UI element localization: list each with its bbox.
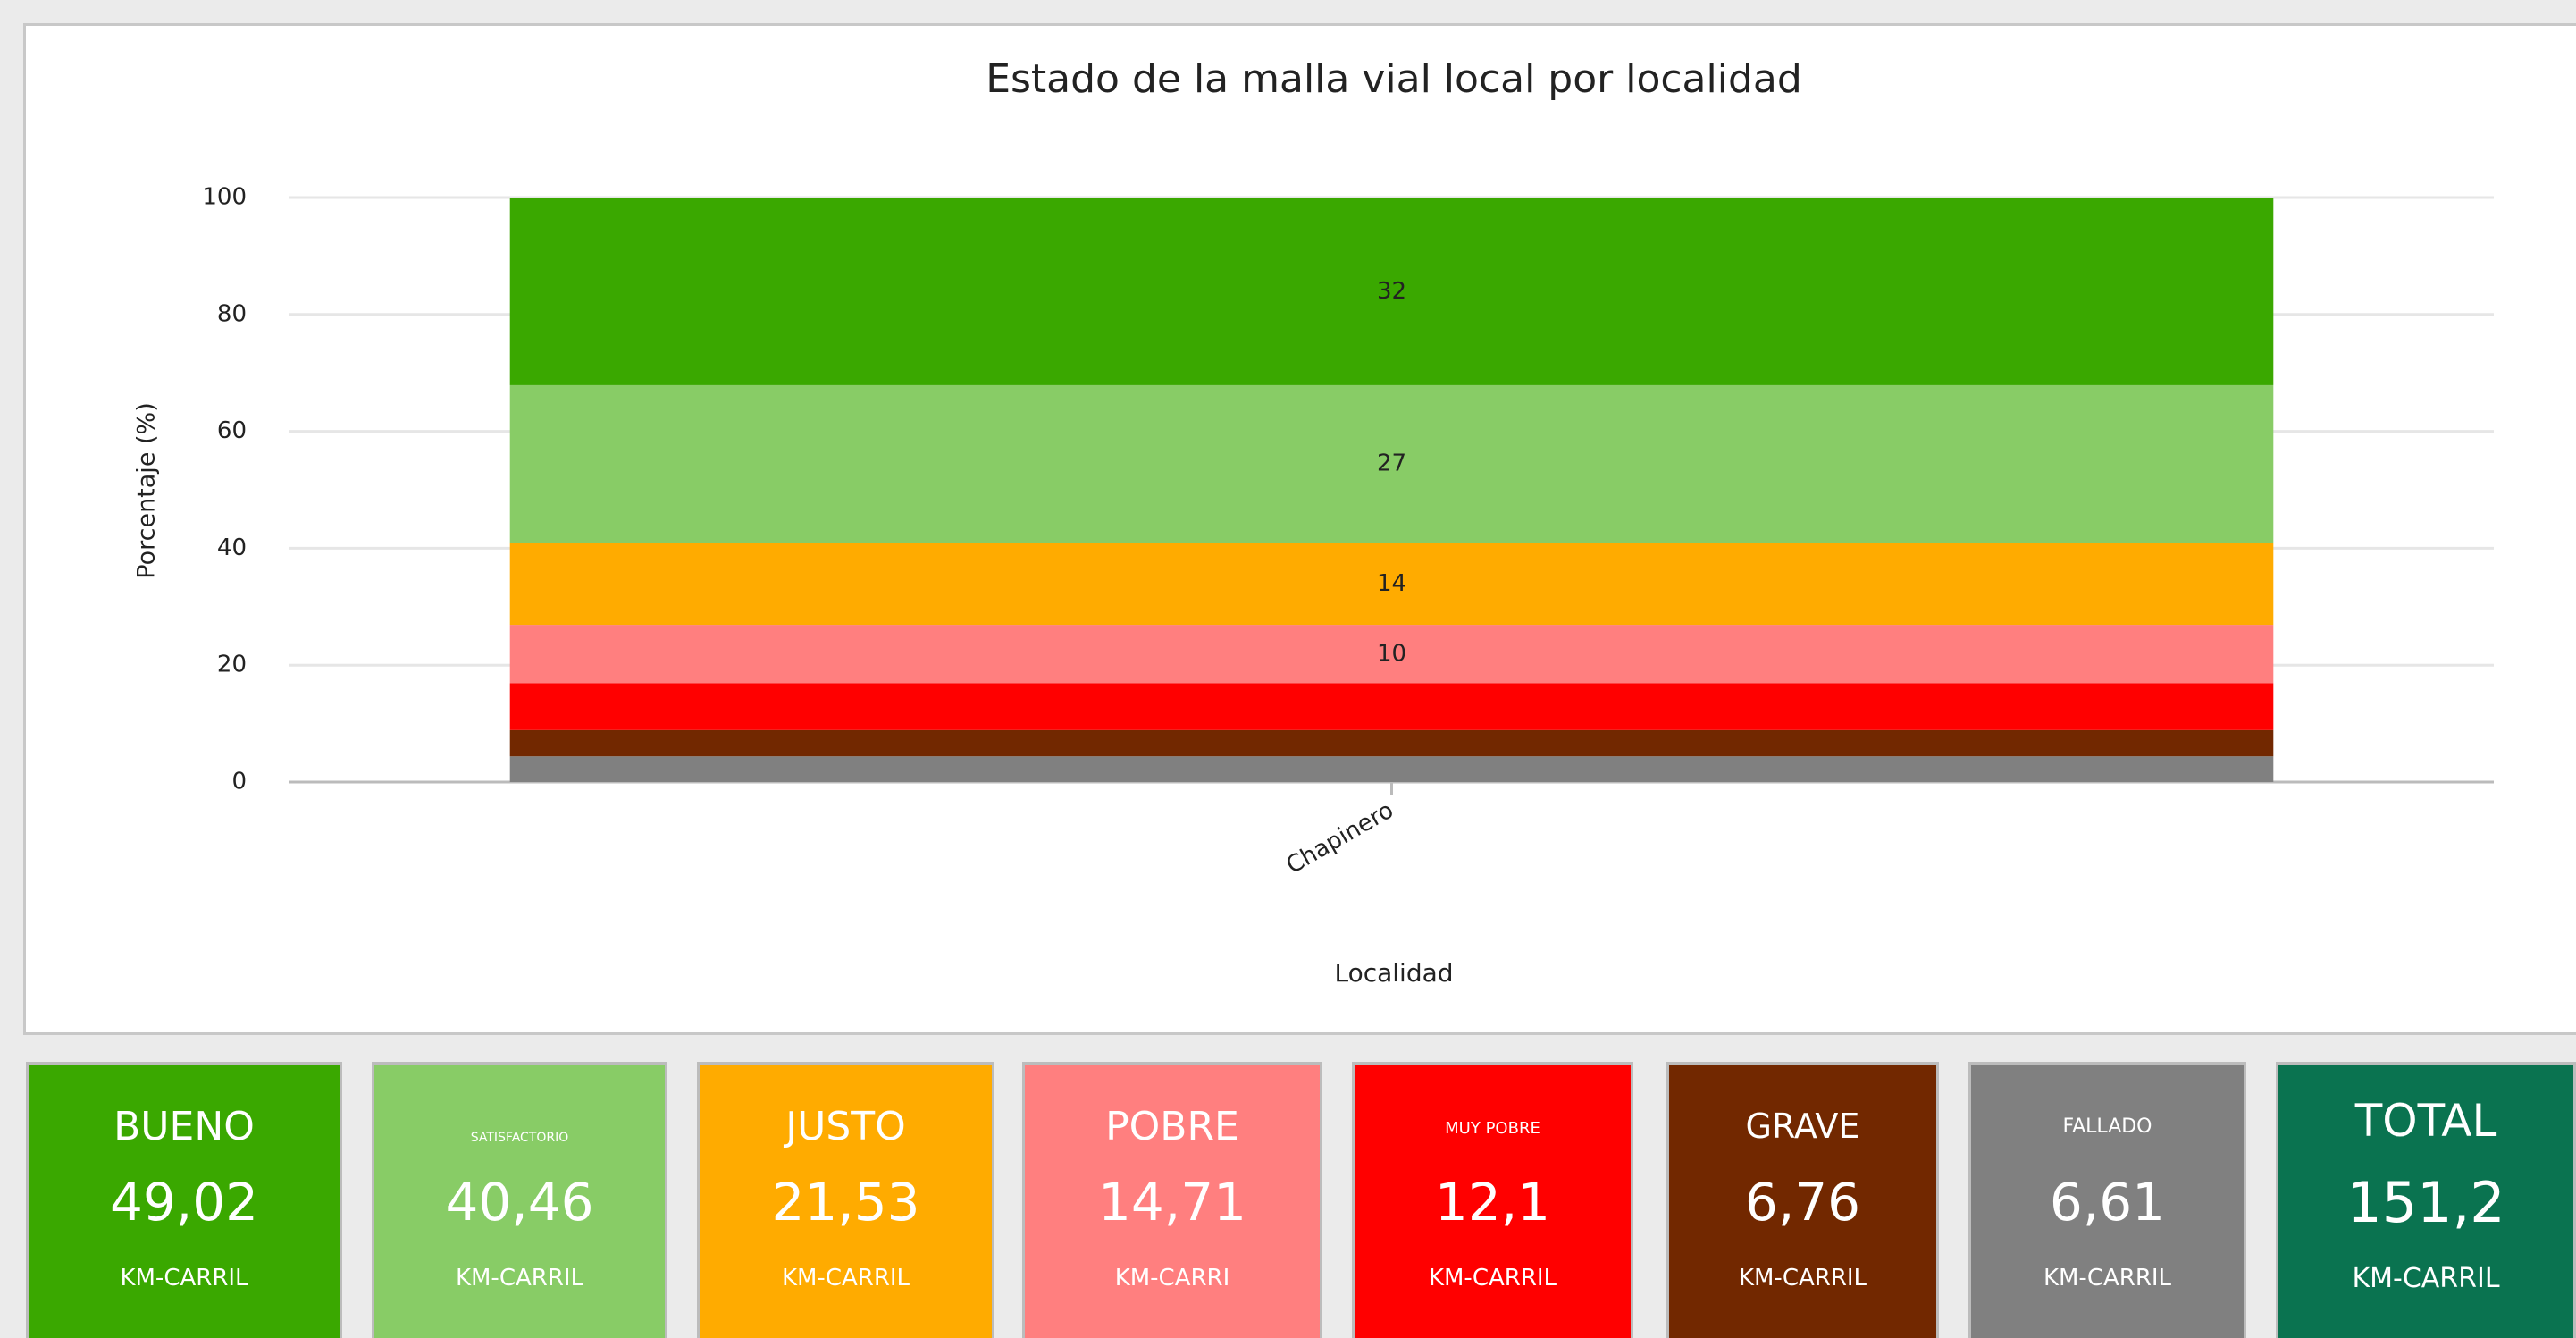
bar-segment — [509, 198, 2274, 385]
card: GRAVE 6,76 KM-CARRIL — [1666, 1062, 1939, 1338]
card-label: FALLADO — [2062, 1115, 2152, 1138]
card-unit: KM-CARRIL — [2352, 1263, 2500, 1294]
bar-segment — [509, 756, 2274, 782]
card: JUSTO 21,53 KM-CARRIL — [697, 1062, 994, 1338]
card: POBRE 14,71 KM-CARRI — [1022, 1062, 1322, 1338]
card-label: SATISFACTORIO — [470, 1130, 569, 1145]
x-tick-label: Chapinero — [1282, 797, 1398, 879]
data-label: 10 — [1377, 640, 1406, 667]
card: BUENO 49,02 KM-CARRIL — [26, 1062, 342, 1338]
card: FALLADO 6,61 KM-CARRIL — [1968, 1062, 2246, 1338]
card-unit: KM-CARRI — [1114, 1265, 1230, 1292]
card-label: TOTAL — [2354, 1095, 2497, 1147]
y-tick-label: 0 — [231, 769, 247, 795]
bar-segment — [509, 384, 2274, 543]
card-value: 6,76 — [1744, 1172, 1861, 1233]
chart-panel: Estado de la malla vial local por locali… — [23, 23, 2576, 1035]
card-label: JUSTO — [785, 1103, 906, 1149]
card-value: 14,71 — [1097, 1172, 1247, 1233]
y-axis-label: Porcentaje (%) — [133, 402, 161, 578]
data-label: 32 — [1377, 278, 1406, 305]
card: TOTAL 151,2 KM-CARRIL — [2276, 1062, 2576, 1338]
card-value: 21,53 — [771, 1172, 920, 1233]
y-tick-label: 20 — [217, 652, 247, 678]
data-label: 27 — [1377, 450, 1406, 477]
y-tick-label: 100 — [202, 184, 247, 211]
card-unit: KM-CARRIL — [455, 1265, 584, 1292]
card-unit: KM-CARRIL — [1428, 1265, 1557, 1292]
card-label: POBRE — [1105, 1103, 1239, 1149]
card: MUY POBRE 12,1 KM-CARRIL — [1352, 1062, 1633, 1338]
card-value: 12,1 — [1434, 1172, 1551, 1233]
bar-segment — [509, 683, 2274, 730]
x-axis-label: Localidad — [1334, 958, 1453, 988]
chart: Estado de la malla vial local por locali… — [133, 56, 2494, 988]
bar-segment — [509, 729, 2274, 757]
card-label: MUY POBRE — [1445, 1119, 1540, 1139]
data-label: 14 — [1377, 570, 1406, 597]
card: SATISFACTORIO 40,46 KM-CARRIL — [372, 1062, 667, 1338]
card-value: 40,46 — [445, 1172, 594, 1233]
card-label: GRAVE — [1745, 1107, 1860, 1147]
card-unit: KM-CARRIL — [1738, 1265, 1867, 1292]
card-unit: KM-CARRIL — [781, 1265, 910, 1292]
card-unit: KM-CARRIL — [2043, 1265, 2172, 1292]
card-value: 49,02 — [109, 1172, 259, 1233]
y-tick-label: 60 — [217, 417, 247, 444]
chart-title: Estado de la malla vial local por locali… — [986, 56, 1802, 102]
card-value: 6,61 — [2049, 1172, 2166, 1233]
card-value: 151,2 — [2346, 1169, 2505, 1235]
card-unit: KM-CARRIL — [120, 1265, 248, 1292]
bar-segment — [509, 625, 2274, 684]
card-label: BUENO — [113, 1103, 255, 1149]
y-tick-label: 80 — [217, 300, 247, 327]
bar-segment — [509, 543, 2274, 626]
y-tick-label: 40 — [217, 534, 247, 561]
